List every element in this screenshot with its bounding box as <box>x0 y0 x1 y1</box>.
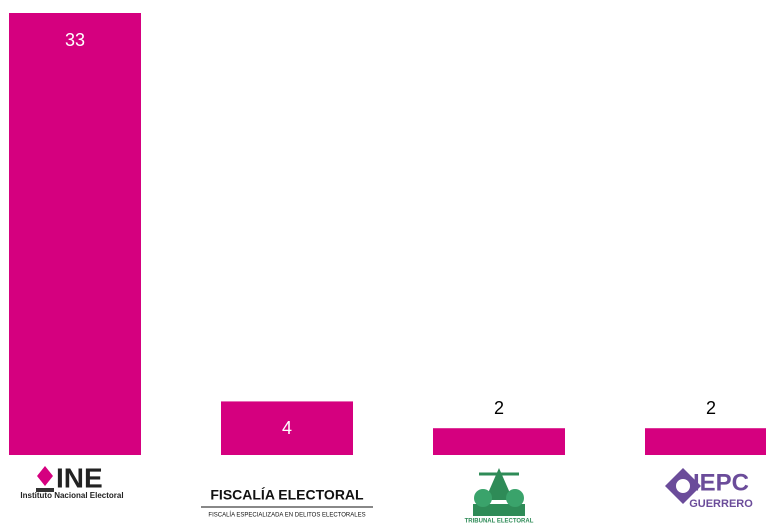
value-label: 2 <box>494 398 504 418</box>
value-label: 2 <box>706 398 716 418</box>
logo-icon <box>674 477 692 495</box>
category-label: TRIBUNAL ELECTORAL <box>465 519 534 525</box>
category-label: INE <box>56 462 103 493</box>
bar <box>9 13 141 455</box>
logo-icon <box>37 466 53 486</box>
category-label: IEPC <box>693 469 749 496</box>
logo-icon <box>36 488 54 492</box>
category-sublabel: FISCALÍA ESPECIALIZADA EN DELITOS ELECTO… <box>208 512 365 519</box>
logo-icon <box>506 489 524 507</box>
category-sublabel: GUERRERO <box>689 498 753 510</box>
bar <box>221 401 353 455</box>
bar <box>645 428 766 455</box>
category-label: FISCALÍA ELECTORAL <box>210 487 364 503</box>
category-sublabel: Instituto Nacional Electoral <box>20 491 123 500</box>
bar <box>433 428 565 455</box>
logo-icon <box>474 489 492 507</box>
value-label: 33 <box>65 30 85 50</box>
value-label: 4 <box>282 418 292 438</box>
